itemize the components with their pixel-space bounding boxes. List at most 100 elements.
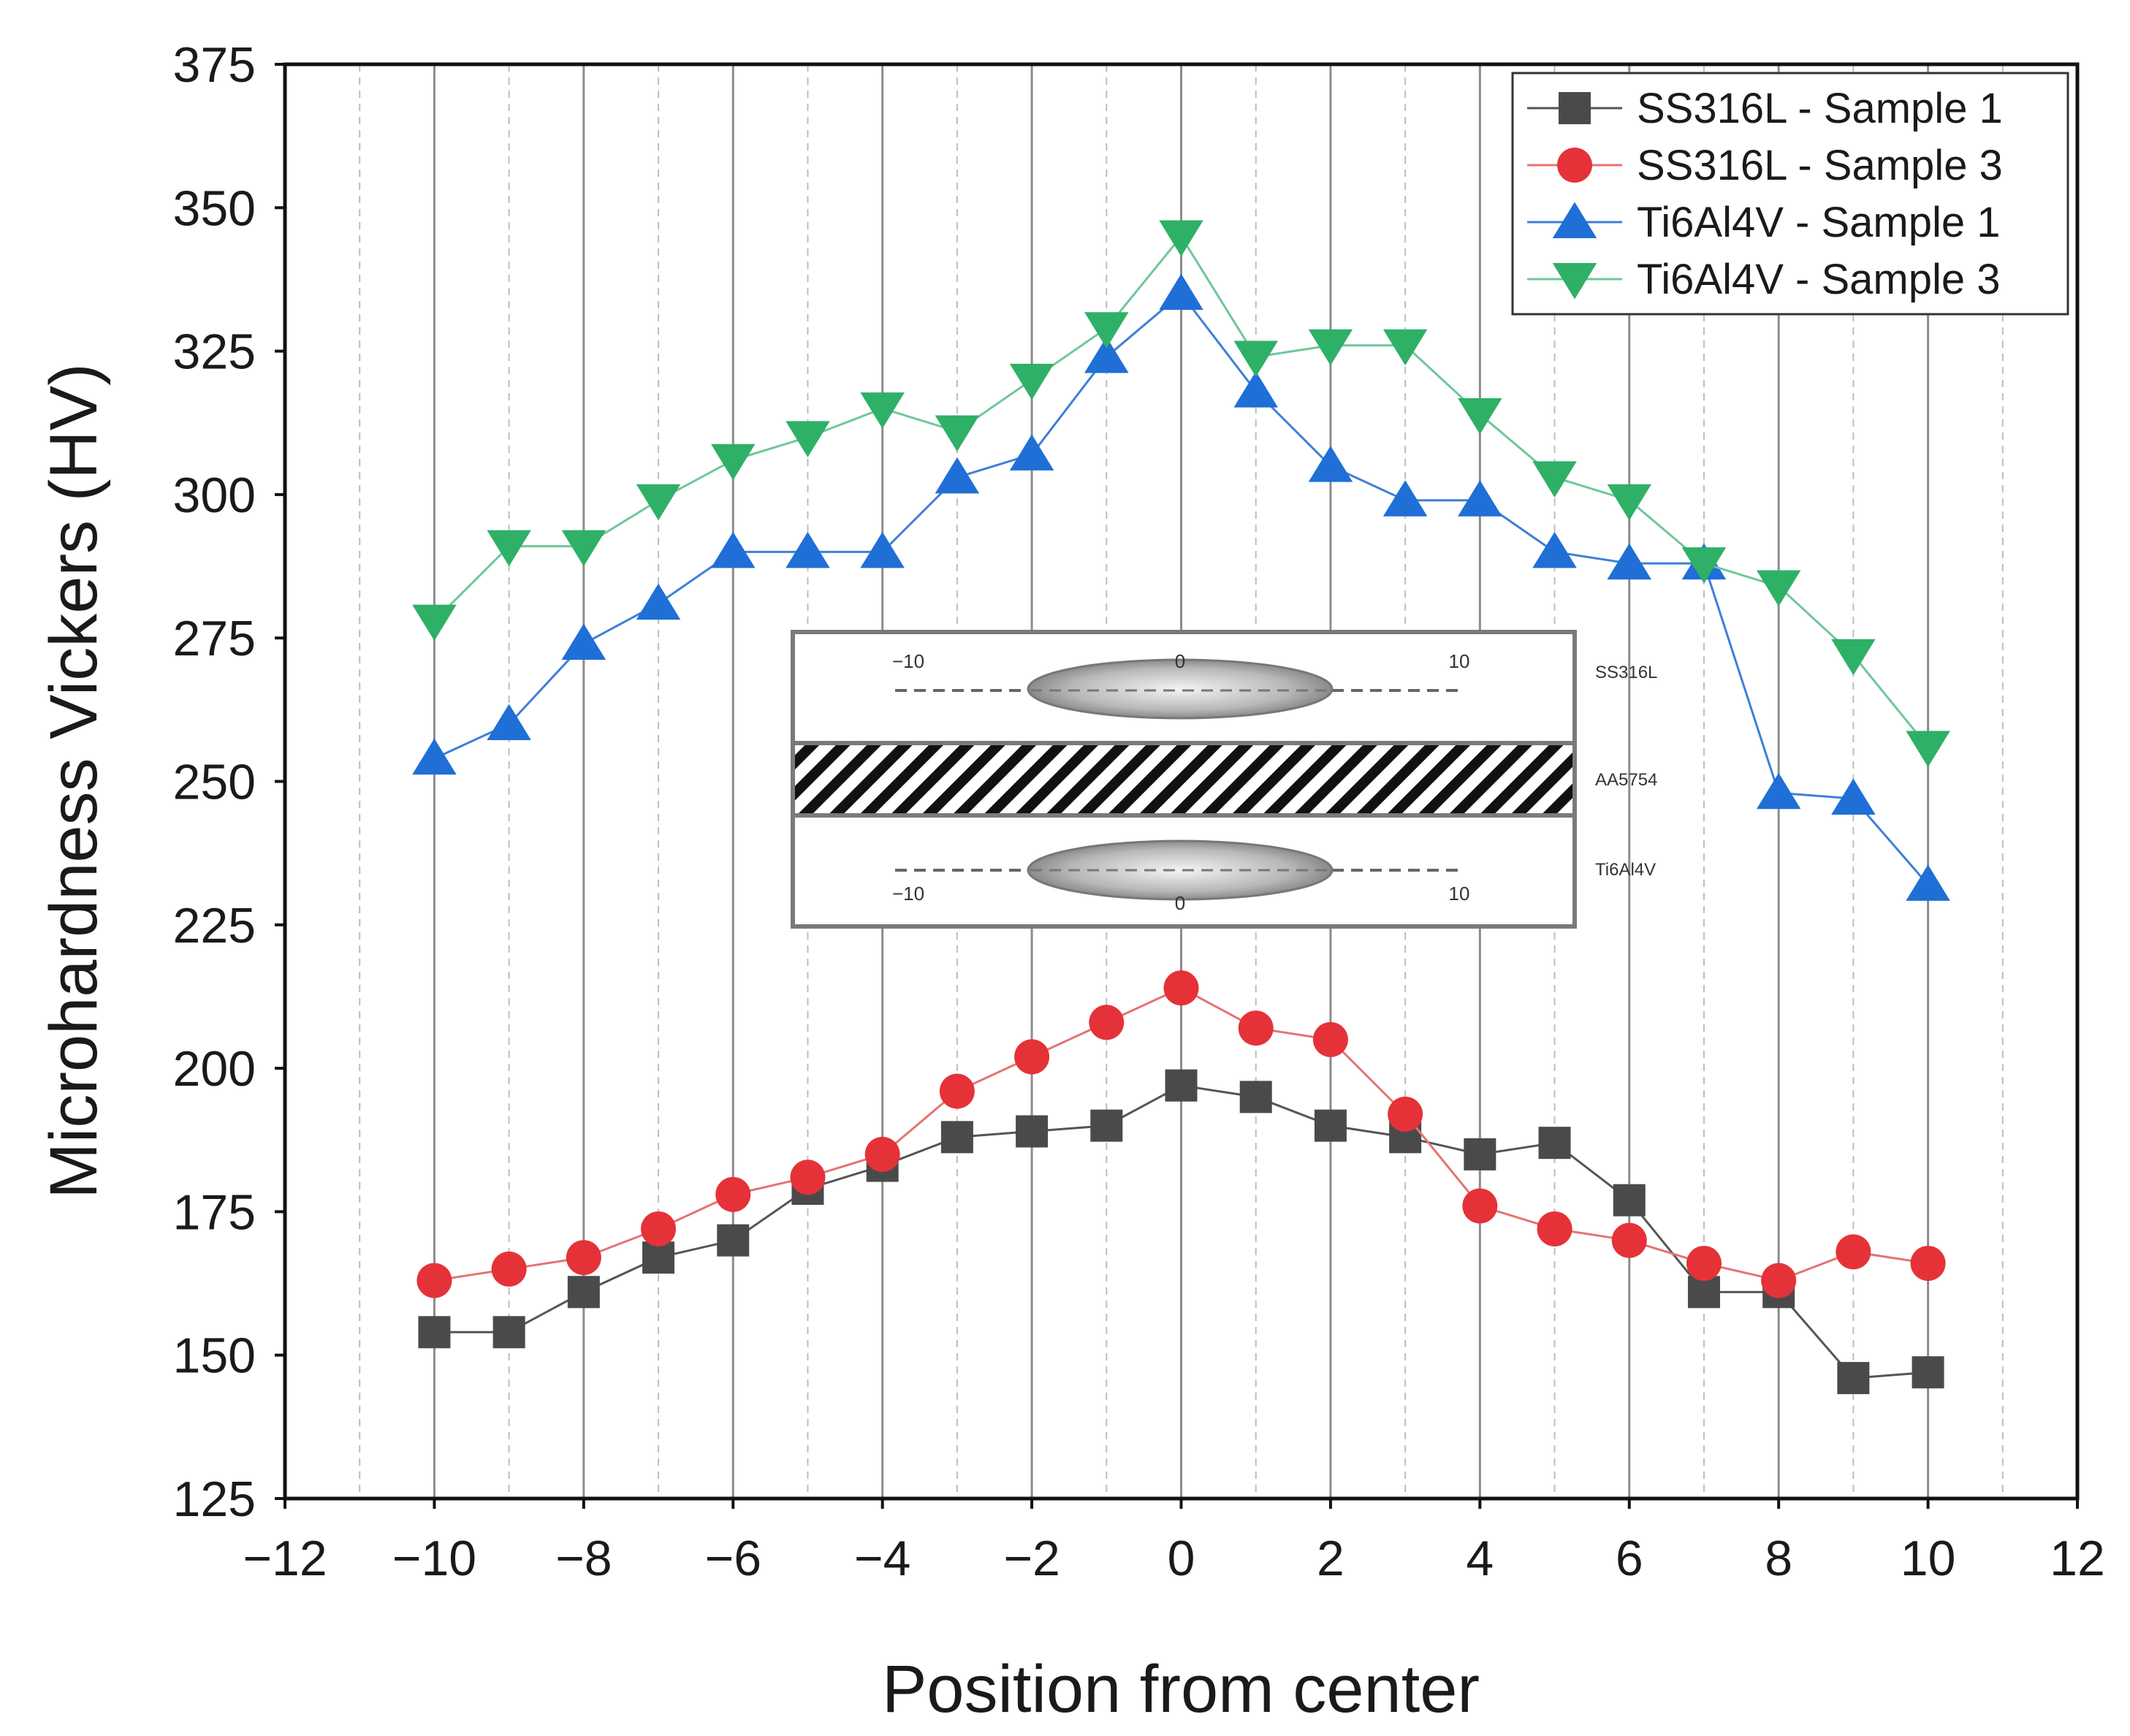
y-tick-label: 350: [173, 180, 256, 236]
data-point: [1233, 371, 1278, 408]
data-point: [711, 531, 756, 568]
inset-top-weld-nugget: [1027, 658, 1334, 720]
data-point: [1084, 312, 1129, 349]
legend-label: SS316L - Sample 1: [1637, 85, 2003, 132]
data-point: [1458, 397, 1502, 435]
x-tick-label: 4: [1466, 1531, 1494, 1586]
data-point: [1611, 1222, 1647, 1258]
data-point: [940, 1121, 973, 1154]
data-point: [1458, 480, 1502, 517]
data-point: [786, 421, 830, 457]
data-point: [1761, 1263, 1797, 1298]
x-tick-label: −10: [392, 1531, 476, 1586]
series-layer: [412, 220, 1950, 1395]
data-point: [1159, 273, 1203, 311]
legend-label: SS316L - Sample 3: [1637, 142, 2003, 189]
inset-bottom-weld-nugget: [1027, 840, 1334, 901]
data-point: [1233, 340, 1278, 377]
y-tick-label: 200: [173, 1041, 256, 1097]
inset-top-label-center: 0: [1175, 650, 1185, 672]
inset-layer-label-aa5754: AA5754: [1595, 770, 1657, 790]
data-point: [860, 531, 905, 568]
data-point: [1607, 543, 1651, 580]
data-point: [1009, 434, 1054, 471]
data-point: [1537, 1211, 1572, 1246]
inset-top-label-left: −10: [892, 650, 924, 672]
data-point: [717, 1224, 750, 1257]
legend-label: Ti6Al4V - Sample 3: [1637, 256, 2001, 303]
data-point: [417, 1263, 452, 1298]
inset-bottom-label-left: −10: [892, 883, 924, 905]
data-point: [1382, 480, 1428, 517]
y-axis-title: Microhardness Vickers (HV): [37, 363, 111, 1199]
y-tick-label: 175: [173, 1184, 256, 1240]
x-tick-label: −8: [555, 1531, 612, 1586]
data-point: [935, 457, 980, 494]
data-point: [1532, 531, 1577, 568]
data-point: [412, 738, 457, 775]
data-point: [636, 484, 681, 521]
x-tick-label: −4: [854, 1531, 911, 1586]
data-point: [1912, 1356, 1944, 1389]
y-tick-label: 275: [173, 611, 256, 666]
data-point: [1831, 778, 1876, 815]
data-point: [939, 1073, 975, 1109]
legend-entries: SS316L - Sample 1 SS316L - Sample 3 Ti6Al4…: [1527, 85, 2003, 303]
data-point: [1238, 1010, 1274, 1046]
data-point: [860, 392, 905, 429]
data-point: [1836, 1234, 1871, 1270]
series-2: [412, 273, 1950, 901]
data-point: [790, 1160, 826, 1195]
data-point: [1159, 220, 1203, 257]
y-tick-label: 125: [173, 1472, 256, 1527]
data-point: [491, 1251, 527, 1287]
data-point: [1910, 1246, 1946, 1282]
data-point: [1388, 1096, 1423, 1132]
data-point: [711, 443, 756, 481]
data-point: [561, 530, 606, 567]
data-point: [1756, 772, 1801, 810]
data-point: [561, 623, 606, 660]
x-tick-label: 6: [1616, 1531, 1643, 1586]
data-point: [1084, 336, 1129, 373]
data-point: [487, 704, 531, 740]
inset-layer-label-ss316l: SS316L: [1595, 663, 1657, 682]
data-point: [1613, 1184, 1646, 1217]
data-point: [1009, 363, 1054, 400]
x-tick-label: −12: [243, 1531, 327, 1586]
data-point: [1686, 1246, 1722, 1282]
x-tick-label: −6: [704, 1531, 761, 1586]
data-point: [1312, 1021, 1348, 1057]
data-point: [418, 1316, 451, 1349]
data-point: [864, 1136, 900, 1172]
data-point: [412, 604, 457, 642]
y-ticks: 125 150 175 200 225 250 275 300 325 350 375: [173, 37, 285, 1527]
y-tick-label: 225: [173, 898, 256, 953]
x-tick-label: 10: [1901, 1531, 1956, 1586]
data-point: [1837, 1362, 1870, 1395]
data-point: [641, 1211, 677, 1246]
data-point: [1382, 329, 1428, 366]
data-point: [1163, 970, 1199, 1006]
data-point: [1687, 1276, 1720, 1309]
x-tick-label: 2: [1317, 1531, 1344, 1586]
data-point: [1756, 570, 1801, 607]
legend-label: Ti6Al4V - Sample 1: [1637, 199, 2001, 246]
inset-bottom-label-right: 10: [1449, 883, 1470, 905]
y-tick-label: 250: [173, 755, 256, 810]
data-point: [935, 415, 980, 452]
data-point: [1831, 639, 1876, 676]
legend-marker: [1557, 148, 1592, 183]
data-point: [1906, 731, 1950, 767]
data-point: [487, 530, 531, 567]
x-tick-label: 12: [2050, 1531, 2105, 1586]
data-point: [1014, 1039, 1050, 1075]
data-point: [567, 1276, 600, 1309]
data-point: [1532, 461, 1577, 498]
y-tick-label: 300: [173, 468, 256, 523]
x-ticks: −12 −10 −8 −6 −4 −2 0 2 4 6 8 10 12: [243, 1499, 2105, 1586]
y-tick-label: 375: [173, 37, 256, 93]
data-point: [1089, 1005, 1125, 1040]
inset-layer-label-ti6al4v: Ti6Al4V: [1595, 860, 1656, 880]
